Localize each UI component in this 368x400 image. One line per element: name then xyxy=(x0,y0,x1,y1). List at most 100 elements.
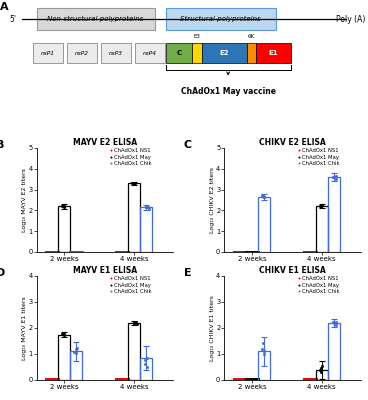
Point xyxy=(60,202,66,208)
Point xyxy=(61,331,67,338)
Legend: ChAdOx1 NS1, ChAdOx1 May, ChAdOx1 Chik: ChAdOx1 NS1, ChAdOx1 May, ChAdOx1 Chik xyxy=(295,274,342,296)
FancyBboxPatch shape xyxy=(192,43,202,63)
Point xyxy=(73,346,79,353)
FancyBboxPatch shape xyxy=(247,43,256,63)
Text: 6K: 6K xyxy=(248,34,255,39)
FancyBboxPatch shape xyxy=(202,43,247,63)
Point xyxy=(74,345,80,351)
Point xyxy=(331,174,337,180)
Point xyxy=(319,368,325,375)
Bar xyxy=(316,206,328,252)
Title: MAYV E1 ELISA: MAYV E1 ELISA xyxy=(73,266,137,275)
FancyBboxPatch shape xyxy=(101,43,131,63)
Point xyxy=(61,203,67,210)
Title: CHIKV E2 ELISA: CHIKV E2 ELISA xyxy=(259,138,326,147)
Text: nsP2: nsP2 xyxy=(75,51,89,56)
Point xyxy=(317,367,323,373)
Bar xyxy=(70,351,82,380)
Point xyxy=(59,331,65,337)
Text: 5': 5' xyxy=(9,15,17,24)
Bar xyxy=(258,197,270,252)
Point xyxy=(330,319,336,326)
Text: E3: E3 xyxy=(194,34,201,39)
Text: D: D xyxy=(0,268,5,278)
Point xyxy=(319,202,325,209)
Point xyxy=(143,204,149,210)
Y-axis label: Log₁₀ MAYV E1 titers: Log₁₀ MAYV E1 titers xyxy=(22,296,27,360)
Y-axis label: Log₁₀ CHIKV E2 titers: Log₁₀ CHIKV E2 titers xyxy=(210,167,215,233)
Point xyxy=(261,350,267,357)
Point xyxy=(71,349,77,355)
Text: B: B xyxy=(0,140,4,150)
FancyBboxPatch shape xyxy=(256,43,291,63)
Point xyxy=(145,364,151,370)
Text: E2: E2 xyxy=(220,50,229,56)
Point xyxy=(142,356,148,363)
Bar xyxy=(328,323,340,380)
Point xyxy=(260,192,266,198)
Text: Poly (A) 3': Poly (A) 3' xyxy=(336,15,368,24)
Point xyxy=(131,180,137,186)
Point xyxy=(145,355,151,361)
Point xyxy=(133,319,139,326)
Point xyxy=(60,330,66,336)
Text: A: A xyxy=(0,2,9,12)
Bar xyxy=(316,370,328,380)
Point xyxy=(261,194,267,200)
Point xyxy=(333,173,339,180)
Bar xyxy=(328,177,340,252)
FancyBboxPatch shape xyxy=(67,43,97,63)
Title: CHIKV E1 ELISA: CHIKV E1 ELISA xyxy=(259,266,326,275)
Point xyxy=(145,204,151,210)
Point xyxy=(333,322,339,328)
Point xyxy=(259,193,265,200)
Point xyxy=(319,363,325,370)
Point xyxy=(333,176,339,182)
FancyBboxPatch shape xyxy=(166,43,192,63)
Text: E: E xyxy=(184,268,191,278)
Point xyxy=(333,319,339,325)
Text: ChAdOx1 May vaccine: ChAdOx1 May vaccine xyxy=(181,87,276,96)
Y-axis label: Log₁₀ MAYV E2 titers: Log₁₀ MAYV E2 titers xyxy=(22,168,27,232)
Bar xyxy=(58,206,70,252)
Text: C: C xyxy=(184,140,192,150)
FancyBboxPatch shape xyxy=(135,43,165,63)
Point xyxy=(146,206,152,212)
Point xyxy=(260,340,266,346)
FancyBboxPatch shape xyxy=(33,43,63,63)
Text: nsP3: nsP3 xyxy=(109,51,123,56)
Text: Non-structural polyproteins: Non-structural polyproteins xyxy=(47,16,144,22)
Point xyxy=(317,203,323,210)
Bar xyxy=(140,207,152,252)
Point xyxy=(61,332,67,338)
Point xyxy=(59,203,65,209)
Point xyxy=(261,348,267,354)
Text: nsP1: nsP1 xyxy=(41,51,55,56)
FancyBboxPatch shape xyxy=(166,8,276,30)
Legend: ChAdOx1 NS1, ChAdOx1 May, ChAdOx1 Chik: ChAdOx1 NS1, ChAdOx1 May, ChAdOx1 Chik xyxy=(107,146,154,168)
Text: E1: E1 xyxy=(269,50,278,56)
Point xyxy=(131,320,137,326)
Bar xyxy=(258,351,270,380)
Point xyxy=(61,204,67,210)
Bar xyxy=(140,358,152,380)
Text: nsP4: nsP4 xyxy=(143,51,157,56)
Point xyxy=(330,174,336,180)
Legend: ChAdOx1 NS1, ChAdOx1 May, ChAdOx1 Chik: ChAdOx1 NS1, ChAdOx1 May, ChAdOx1 Chik xyxy=(107,274,154,296)
Text: C: C xyxy=(176,50,181,56)
Point xyxy=(319,364,325,371)
Point xyxy=(131,180,137,187)
Y-axis label: Log₁₀ CHIKV E1 titers: Log₁₀ CHIKV E1 titers xyxy=(210,295,215,361)
Text: Structural polyproteins: Structural polyproteins xyxy=(180,16,261,22)
Point xyxy=(134,321,140,327)
Point xyxy=(129,180,135,187)
Title: MAYV E2 ELISA: MAYV E2 ELISA xyxy=(73,138,137,147)
Point xyxy=(331,320,337,326)
Point xyxy=(131,320,137,326)
Bar xyxy=(128,323,140,380)
Point xyxy=(132,180,138,186)
Bar xyxy=(58,334,70,380)
Point xyxy=(259,346,265,352)
Legend: ChAdOx1 NS1, ChAdOx1 May, ChAdOx1 Chik: ChAdOx1 NS1, ChAdOx1 May, ChAdOx1 Chik xyxy=(295,146,342,168)
Point xyxy=(142,204,148,210)
